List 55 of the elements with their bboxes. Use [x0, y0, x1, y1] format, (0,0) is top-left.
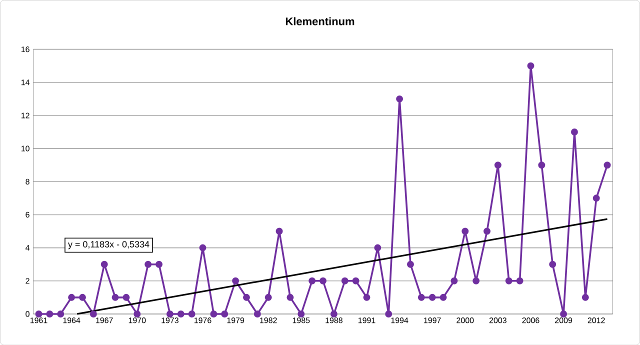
- point: [560, 310, 568, 318]
- point: [100, 260, 108, 268]
- point: [68, 294, 76, 301]
- point: [199, 244, 206, 252]
- point: [166, 310, 174, 318]
- point: [286, 294, 294, 301]
- point: [428, 294, 436, 301]
- point: [210, 310, 218, 318]
- point: [156, 260, 163, 268]
- point: [177, 310, 184, 318]
- point: [232, 277, 240, 284]
- point: [516, 277, 524, 284]
- point: [330, 310, 338, 318]
- point: [527, 62, 534, 70]
- point: [604, 161, 611, 168]
- point: [320, 277, 327, 284]
- point: [385, 310, 392, 318]
- point: [450, 277, 458, 284]
- point: [242, 294, 250, 301]
- point: [221, 310, 228, 318]
- point: [374, 244, 382, 252]
- point: [264, 294, 272, 301]
- point: [570, 128, 578, 136]
- point: [90, 310, 97, 318]
- point: [440, 294, 447, 301]
- point: [462, 228, 469, 235]
- point: [418, 294, 425, 301]
- point: [308, 277, 316, 284]
- point: [341, 277, 348, 284]
- point: [298, 310, 305, 318]
- point: [396, 95, 404, 102]
- point: [57, 310, 64, 318]
- point: [134, 310, 141, 318]
- point: [78, 294, 86, 301]
- point: [538, 161, 546, 168]
- point: [112, 294, 119, 301]
- point: [352, 277, 360, 284]
- point: [363, 294, 370, 301]
- chart-title: Klementinum: [286, 17, 354, 26]
- point: [46, 310, 54, 318]
- point: [549, 260, 556, 268]
- point: [592, 194, 600, 202]
- point: [144, 260, 152, 268]
- point: [505, 277, 512, 284]
- point: [582, 294, 589, 301]
- point: [472, 277, 480, 284]
- point: [122, 294, 130, 301]
- point: [254, 310, 261, 318]
- point: [276, 228, 283, 235]
- point: [188, 310, 196, 318]
- point: [35, 310, 42, 318]
- point: [484, 228, 491, 235]
- point: [406, 260, 414, 268]
- point: [494, 161, 502, 168]
- annotation: y = 0,1183x - 0,5334: [68, 240, 150, 250]
